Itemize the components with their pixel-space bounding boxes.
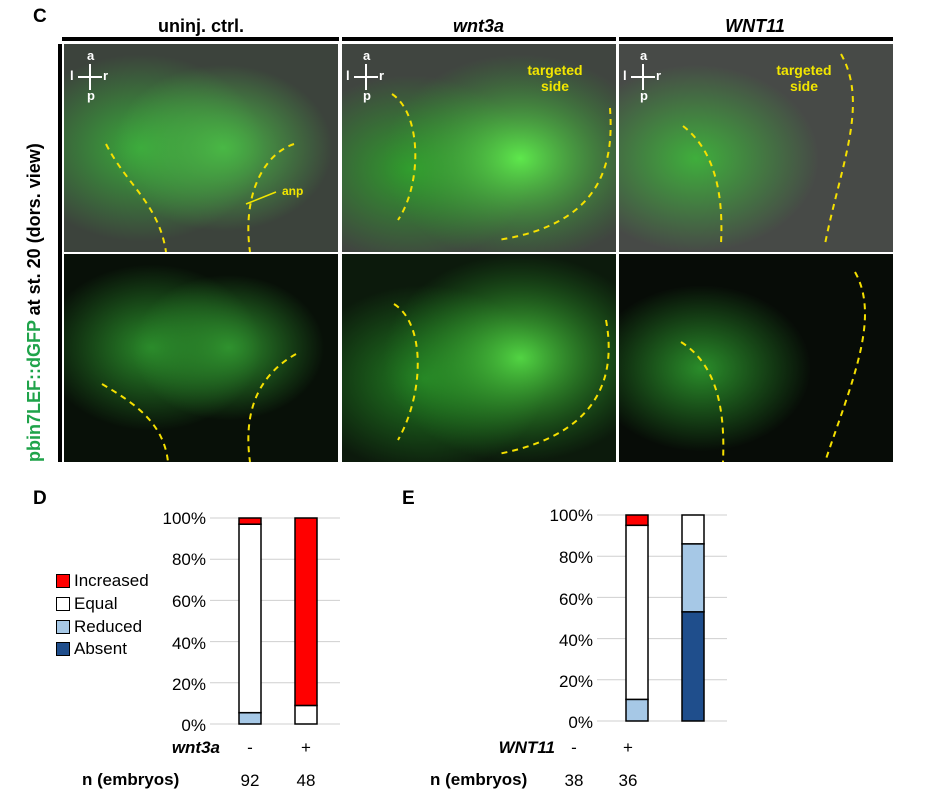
n-d-plus: 48 <box>296 771 316 790</box>
bar-segment-reduced-minus <box>238 711 262 725</box>
n-d-minus: 92 <box>240 771 260 790</box>
stacked-bar-chart-e <box>597 514 727 722</box>
ytick-d-80: 80% <box>171 550 206 569</box>
bar-segment-reduced-minus <box>625 698 649 722</box>
legend-swatch-equal <box>56 597 70 611</box>
micrograph-wnt3a-gfp <box>342 254 616 462</box>
bar-segment-equal-minus <box>238 523 262 714</box>
targeted-side-label: targeted side <box>776 62 832 94</box>
column-header-wnt11: WNT11 <box>725 16 785 36</box>
legend-item-absent: Absent <box>56 639 127 659</box>
reporter-stage-label: pbin7LEF::dGFP at st. 20 (dors. view) <box>24 143 44 462</box>
ytick-e-0: 0% <box>568 713 593 732</box>
micrograph-wnt11-overlay: a l r p targeted side <box>619 44 893 252</box>
micrograph-wnt3a-overlay: a l r p targeted side <box>342 44 616 252</box>
bar-segment-reduced-plus <box>681 543 705 613</box>
panel-letter-e: E <box>402 488 415 509</box>
legend-item-reduced: Reduced <box>56 617 142 637</box>
legend-swatch-increased <box>56 574 70 588</box>
row-label-wnt3a: wnt3a <box>171 738 220 757</box>
axis-compass: a l r p <box>623 48 662 103</box>
sign-d-plus: + <box>301 738 311 757</box>
sign-e-plus: + <box>623 738 633 757</box>
micrograph-wnt11-gfp <box>619 254 893 462</box>
n-embryos-label-e: n (embryos) <box>430 770 528 789</box>
ytick-d-60: 60% <box>171 592 206 611</box>
axis-compass: a l r p <box>70 48 109 103</box>
stacked-bar-chart-d <box>210 517 340 725</box>
n-e-minus: 38 <box>564 771 584 790</box>
panel-letter-c: C <box>33 6 47 27</box>
row-label-wnt11: WNT11 <box>498 738 555 757</box>
micrograph-ctrl-overlay: a l r p anp <box>64 44 338 252</box>
bar-segment-absent-plus <box>681 611 705 722</box>
targeted-side-label: targeted side <box>527 62 583 94</box>
bar-segment-increased-minus <box>625 514 649 527</box>
ytick-d-100: 100% <box>162 509 206 528</box>
column-rule-1 <box>62 37 339 41</box>
bar-segment-equal-plus <box>294 704 318 725</box>
ytick-d-40: 40% <box>171 634 206 653</box>
ytick-e-100: 100% <box>549 506 593 525</box>
bar-segment-equal-plus <box>681 514 705 545</box>
bar-segment-equal-minus <box>625 524 649 701</box>
legend-swatch-reduced <box>56 620 70 634</box>
column-rule-2 <box>342 37 616 41</box>
micrograph-ctrl-gfp <box>64 254 338 462</box>
legend-item-increased: Increased <box>56 571 149 591</box>
column-header-wnt3a: wnt3a <box>452 16 504 36</box>
row-rule-vertical <box>58 44 62 462</box>
legend-swatch-absent <box>56 642 70 656</box>
column-rule-3 <box>619 37 893 41</box>
n-e-plus: 36 <box>618 771 638 790</box>
ytick-e-80: 80% <box>558 548 593 567</box>
bar-segment-increased-plus <box>294 517 318 707</box>
anp-label: anp <box>282 184 304 198</box>
ytick-e-20: 20% <box>558 672 593 691</box>
ytick-d-20: 20% <box>171 675 206 694</box>
bar-segment-increased-minus <box>238 517 262 525</box>
column-header-uninjected-control: uninj. ctrl. <box>157 16 244 36</box>
sign-e-minus: - <box>571 738 577 757</box>
sign-d-minus: - <box>247 738 253 757</box>
n-embryos-label-d: n (embryos) <box>82 770 180 789</box>
panel-letter-d: D <box>33 488 47 509</box>
axis-compass: a l r p <box>346 48 385 103</box>
legend-item-equal: Equal <box>56 594 117 614</box>
ytick-e-60: 60% <box>558 590 593 609</box>
ytick-d-0: 0% <box>181 716 206 735</box>
ytick-e-40: 40% <box>558 631 593 650</box>
